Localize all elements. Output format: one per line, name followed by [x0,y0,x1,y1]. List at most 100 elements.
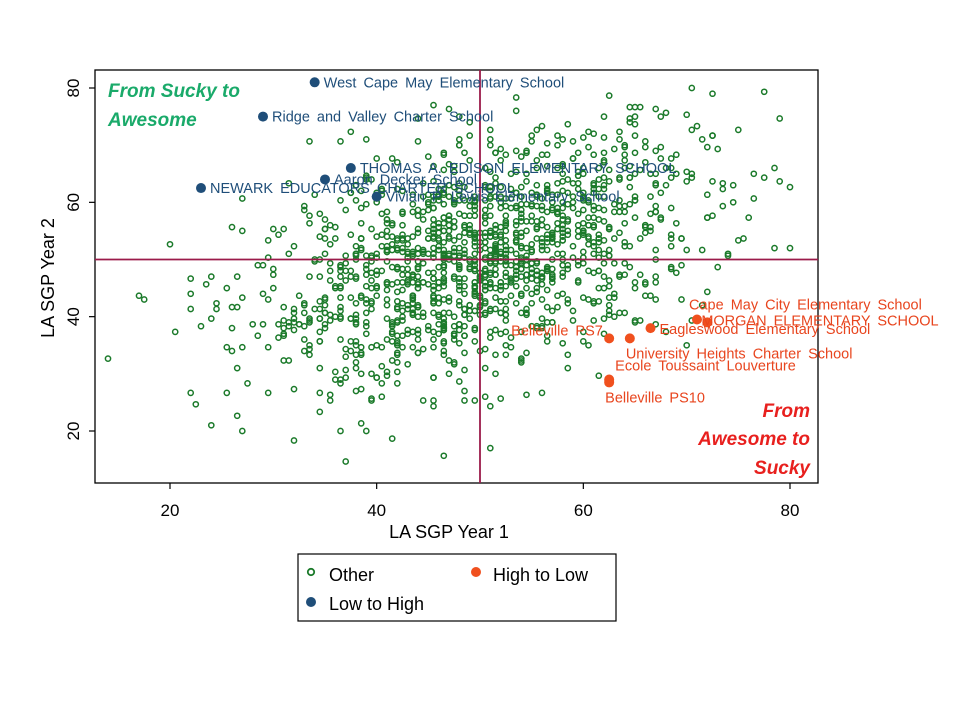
point-other [528,218,536,225]
point-other [585,296,592,303]
point-other [300,206,308,214]
point-other [461,332,468,340]
point-other [259,320,267,328]
point-other [254,261,262,269]
point-other [357,235,365,242]
point-other [497,309,505,317]
point-other [383,208,391,216]
point-other [600,181,608,189]
point-other [486,168,494,176]
point-other [579,248,587,256]
point-high-to-low [702,317,713,328]
point-other [652,208,660,216]
point-other [357,420,365,427]
x-axis-ticks: 20 40 60 80 [161,483,799,520]
point-other [300,202,308,210]
point-other [616,208,623,216]
point-other [445,160,453,168]
point-other [399,265,406,273]
point-other [585,341,592,349]
point-other [652,296,660,303]
point-other [486,233,494,240]
point-other [430,402,437,410]
point-other [409,200,417,208]
point-other [667,263,675,271]
point-other [383,301,391,309]
point-other [347,347,355,355]
point-other [207,421,215,429]
point-other [455,282,463,290]
point-other [585,221,592,229]
point-other [135,292,143,300]
point-other [424,227,432,235]
point-other [523,311,530,319]
point-other [631,197,639,204]
point-other [445,105,453,113]
point-other [486,202,494,210]
point-other [357,349,365,357]
point-other [647,193,654,200]
point-other [409,279,417,286]
point-other [352,242,360,250]
legend-marker-high-to-low [471,567,481,577]
point-other [636,166,644,174]
point-other [554,141,561,149]
point-other [450,322,458,330]
point-other [543,162,551,170]
point-other [280,225,288,233]
point-other [368,269,375,277]
point-other [430,204,437,212]
point-other [523,178,530,185]
point-other [533,284,541,292]
point-other [383,219,391,227]
point-other [595,246,603,254]
point-other [512,221,520,229]
point-other [430,275,437,282]
point-label: West Cape May Elementary School [324,75,565,91]
point-other [445,221,453,229]
point-other [631,120,639,128]
point-other [455,187,463,195]
point-other [657,113,665,120]
point-other [579,338,587,345]
point-other [507,261,515,269]
point-other [378,185,386,193]
point-other [455,286,463,294]
point-other [471,338,479,345]
point-other [771,244,778,252]
point-other [559,225,567,233]
legend: Other Low to High High to Low [297,553,617,622]
point-other [424,322,432,330]
point-other [621,219,629,227]
point-other [383,296,391,303]
point-other [306,273,313,280]
point-other [393,246,401,254]
point-other [714,263,722,271]
point-other [424,200,432,208]
point-other [641,229,649,237]
point-other [450,273,458,280]
legend-label-other: Other [329,565,374,585]
point-other [342,353,350,361]
point-other [455,261,463,269]
point-other [362,319,370,326]
point-other [595,185,603,193]
point-other [672,170,680,178]
point-other [610,145,618,153]
point-other [590,242,598,250]
point-other [631,193,639,200]
point-other [481,219,489,227]
point-other [414,206,422,214]
point-label: THOMAS A. EDISON ELEMENTARY SCHOOL [360,161,677,177]
point-other [352,275,360,282]
point-other [481,206,489,214]
point-other [300,336,308,343]
point-other [647,223,654,231]
point-other [636,103,644,111]
point-other [347,273,355,280]
point-other [368,370,375,378]
point-other [662,181,670,189]
point-other [533,235,541,242]
point-other [492,370,499,378]
point-label: Vivian P. Lewis Elementary School [386,190,620,206]
